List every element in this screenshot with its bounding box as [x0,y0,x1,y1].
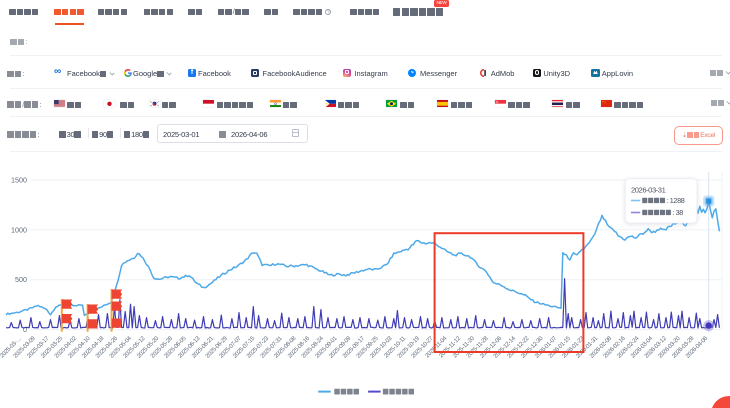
svg-text:: 1288: : 1288 [666,196,684,205]
svg-text:0: 0 [23,325,27,334]
svg-text:500: 500 [15,275,27,284]
svg-text:1500: 1500 [11,175,27,184]
svg-text:1000: 1000 [11,225,27,234]
svg-text:: 38: : 38 [672,208,683,217]
svg-text:2026-03-31: 2026-03-31 [631,185,666,194]
